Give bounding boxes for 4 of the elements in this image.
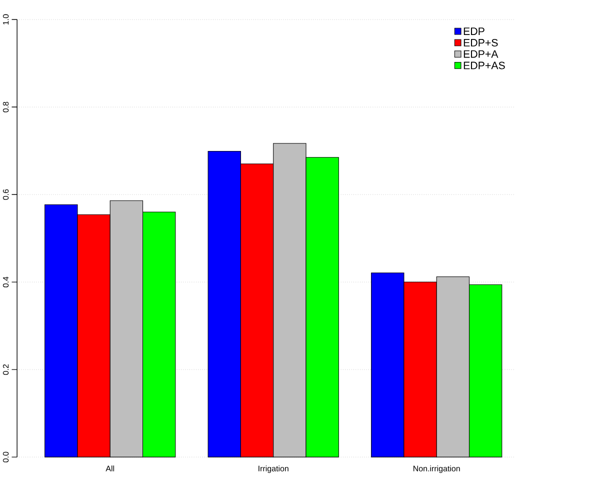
legend-label: EDP+S (464, 38, 498, 46)
legend-label: EDP (464, 28, 484, 35)
legend-label: EDP+AS (464, 62, 505, 70)
legend-label: EDP+A (464, 50, 498, 58)
